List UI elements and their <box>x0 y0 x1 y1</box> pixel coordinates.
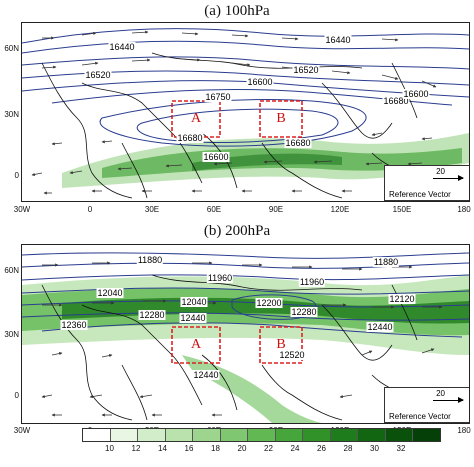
contour-label: 11880 <box>372 257 400 267</box>
reference-vector-label: Reference Vector <box>389 190 451 199</box>
contour-label: 16750 <box>204 92 232 102</box>
reference-vector-value: 20 <box>436 389 445 398</box>
colorbar-swatch <box>138 429 166 441</box>
reference-vector-box: 20 Reference Vector <box>384 165 469 201</box>
lon-label: 90E <box>268 205 284 214</box>
colorbar-tick-label: 10 <box>105 444 114 453</box>
contour-label: 16440 <box>324 35 352 45</box>
lat-label: 30N <box>4 110 19 119</box>
panel-a-map-canvas <box>22 28 469 199</box>
lon-label: 120E <box>330 205 350 214</box>
contour-label: 12440 <box>179 313 207 323</box>
contour-label: 16600 <box>202 152 230 162</box>
colorbar-swatch <box>165 429 193 441</box>
contour-label: 16600 <box>402 89 430 99</box>
colorbar-tick-label: 26 <box>317 444 326 453</box>
contour-label: 12440 <box>366 322 394 332</box>
lon-label: 180 <box>457 205 471 214</box>
colorbar-swatch <box>358 429 386 441</box>
panel-a-map: 16440 16520 16440 16520 16600 16750 1668… <box>21 22 470 202</box>
reference-vector-value: 20 <box>436 167 445 176</box>
contour-label: 12440 <box>192 370 220 380</box>
colorbar-tick-label: 28 <box>343 444 353 453</box>
lon-label: 60E <box>206 205 222 214</box>
lat-label: 60N <box>4 266 19 275</box>
contour-label: 16680 <box>176 133 204 143</box>
contour-label: 11960 <box>298 277 326 287</box>
lon-label: 30W <box>13 205 31 214</box>
region-boxes <box>171 326 303 364</box>
reference-vector-box: 20 Reference Vector <box>384 387 469 423</box>
colorbar-tick-label: 20 <box>237 444 247 453</box>
contour-label: 16600 <box>246 77 274 87</box>
geopotential-contours <box>22 28 469 147</box>
contour-label: 16520 <box>292 65 320 75</box>
reference-arrow-icon <box>433 175 464 181</box>
lat-label: 60N <box>4 44 19 53</box>
colorbar-tick-label: 16 <box>184 444 194 453</box>
contour-label: 12120 <box>388 294 416 304</box>
colorbar-tick-label: 18 <box>211 444 220 453</box>
lon-label: 30E <box>144 205 160 214</box>
colorbar-swatch <box>193 429 221 441</box>
contour-label: 12280 <box>138 310 166 320</box>
panel-b-map-canvas <box>22 252 469 423</box>
lon-label: 150E <box>392 205 412 214</box>
contour-label: 16680 <box>284 138 312 148</box>
contour-label: 16680 <box>382 96 410 106</box>
lat-label: 0 <box>14 391 19 400</box>
colorbar-swatch <box>413 429 440 441</box>
colorbar-swatch <box>220 429 248 441</box>
contour-label: 12280 <box>290 307 318 317</box>
colorbar-swatch <box>330 429 358 441</box>
colorbar-swatch <box>385 429 413 441</box>
lon-label: 0 <box>87 205 93 214</box>
colorbar-tick-label: 30 <box>370 444 379 453</box>
contour-label: 16520 <box>84 70 112 80</box>
colorbar-tick-label: 12 <box>131 444 141 453</box>
colorbar-swatch <box>275 429 303 441</box>
region-label-b: B <box>276 337 286 352</box>
contour-label: 12040 <box>96 288 124 298</box>
colorbar <box>82 428 441 442</box>
colorbar-tick-label: 24 <box>290 444 300 453</box>
contour-label: 12200 <box>255 298 283 308</box>
colorbar-swatch <box>248 429 276 441</box>
contour-label: 16440 <box>108 42 136 52</box>
panel-b-map: 11880 11960 11960 11880 12040 12040 1220… <box>21 244 470 424</box>
panel-b-title: (b) 200hPa <box>203 223 271 239</box>
reference-vector-label: Reference Vector <box>389 412 451 421</box>
region-label-b: B <box>276 111 286 126</box>
lat-label: 30N <box>4 330 19 339</box>
colorbar-swatch <box>83 429 111 441</box>
coastlines <box>41 274 453 421</box>
lon-label: 180 <box>457 426 471 435</box>
reference-arrow-icon <box>433 397 464 403</box>
contour-label: 12360 <box>60 320 88 330</box>
panel-a-title: (a) 100hPa <box>204 3 270 19</box>
contour-label: 11960 <box>206 273 234 283</box>
wind-vectors <box>41 259 443 417</box>
contour-label: 11880 <box>136 255 164 265</box>
region-label-a: A <box>190 111 202 126</box>
colorbar-swatch <box>110 429 138 441</box>
colorbar-tick-label: 32 <box>396 444 406 453</box>
lat-label: 0 <box>14 171 19 180</box>
colorbar-tick-label: 22 <box>264 444 273 453</box>
contour-label: 12520 <box>278 350 306 360</box>
geopotential-contours <box>22 252 469 338</box>
region-label-a: A <box>190 337 202 352</box>
lon-label: 30W <box>13 426 31 435</box>
contour-label: 12040 <box>180 297 208 307</box>
colorbar-swatch <box>303 429 331 441</box>
colorbar-tick-label: 14 <box>158 444 167 453</box>
